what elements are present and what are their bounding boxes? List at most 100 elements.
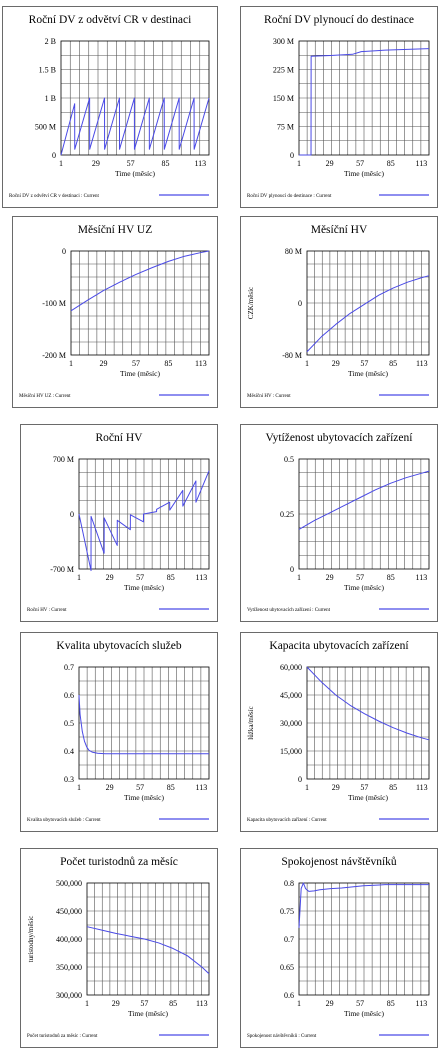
y-tick-label: 400,000 xyxy=(56,935,82,944)
chart-panel-4: Měsíční HV CZK/měsíc -80 M 0 80 M 1 29 57 85 113 T… xyxy=(240,216,438,408)
x-tick-label: 113 xyxy=(416,783,428,792)
y-tick-label: 0 xyxy=(62,247,66,256)
x-tick-label: 1 xyxy=(297,573,301,582)
x-tick-label: 113 xyxy=(195,359,207,368)
series-line xyxy=(86,926,210,975)
x-tick-label: 85 xyxy=(389,359,397,368)
chart-title: Roční DV z odvětví CR v destinaci xyxy=(29,14,192,26)
y-tick-label: 700 M xyxy=(53,455,74,464)
x-tick-label: 57 xyxy=(136,573,144,582)
chart-svg: Počet turistodnů za měsíc turistodny/měsí… xyxy=(27,855,210,1039)
series-line xyxy=(306,275,430,353)
y-tick-label: -200 M xyxy=(42,351,66,360)
legend-label: Kvalita ubytovacích služeb : Current xyxy=(27,818,101,823)
y-tick-label: 450,000 xyxy=(56,907,82,916)
x-tick-label: 57 xyxy=(356,573,364,582)
x-axis-label: Time (měsíc) xyxy=(344,583,384,592)
y-tick-label: 0.8 xyxy=(284,879,294,888)
y-tick-label: 0.6 xyxy=(284,991,294,1000)
chart-title: Kvalita ubytovacích služeb xyxy=(56,640,181,652)
chart-svg: Roční DV plynoucí do destinace 0 75 M 150 M… xyxy=(247,14,430,199)
x-tick-label: 29 xyxy=(332,359,340,368)
series-line xyxy=(78,694,209,755)
y-tick-label: 0.65 xyxy=(280,963,294,972)
x-tick-label: 113 xyxy=(416,159,428,168)
y-axis-label: turistodny/měsíc xyxy=(27,916,35,963)
legend-label: Roční DV plynoucí do destinace : Current xyxy=(247,194,332,199)
x-tick-label: 85 xyxy=(387,999,395,1008)
y-axis-label: lůžka/měsíc xyxy=(247,706,255,739)
plot-frame xyxy=(306,250,430,356)
x-tick-label: 85 xyxy=(161,159,169,168)
x-axis-label: Time (měsíc) xyxy=(344,1009,384,1018)
chart-panel-9: Počet turistodnů za měsíc turistodny/měsí… xyxy=(20,848,218,1048)
x-axis-label: Time (měsíc) xyxy=(124,793,164,802)
plot-frame xyxy=(298,882,430,996)
series-line xyxy=(70,250,210,312)
x-tick-label: 1 xyxy=(77,783,81,792)
y-tick-label: 0.5 xyxy=(64,719,74,728)
y-tick-label: -80 M xyxy=(282,351,302,360)
legend-label: Vytíženost ubytovacích zařízení : Curren… xyxy=(247,608,331,613)
x-tick-label: 1 xyxy=(305,359,309,368)
chart-title: Spokojenost návštěvníků xyxy=(281,855,397,868)
x-tick-label: 113 xyxy=(196,999,208,1008)
chart-title: Počet turistodnů za měsíc xyxy=(60,855,178,868)
x-tick-label: 29 xyxy=(326,573,334,582)
x-tick-label: 29 xyxy=(112,999,120,1008)
y-tick-label: 300 M xyxy=(273,37,294,46)
y-tick-label: 0 xyxy=(298,775,302,784)
series-line xyxy=(60,97,210,156)
chart-panel-5: Roční HV -700 M 0 700 M 1 29 57 85 113 Time (měsí… xyxy=(20,424,218,622)
x-tick-label: 85 xyxy=(167,783,175,792)
chart-svg: Měsíční HV UZ -200 M -100 M 0 1 29 57 85 113 Time… xyxy=(19,224,210,399)
series-line xyxy=(299,48,430,156)
y-tick-label: 60,000 xyxy=(280,663,302,672)
x-tick-label: 85 xyxy=(387,573,395,582)
y-tick-label: 0.4 xyxy=(64,747,74,756)
chart-title: Roční HV xyxy=(96,432,144,444)
x-tick-label: 85 xyxy=(169,999,177,1008)
plot-frame xyxy=(70,250,210,356)
plot-frame xyxy=(298,40,430,156)
chart-panel-2: Roční DV plynoucí do destinace 0 75 M 150 M… xyxy=(240,6,438,208)
plot-frame xyxy=(78,666,210,780)
x-tick-label: 29 xyxy=(92,159,100,168)
chart-svg: Kvalita ubytovacích služeb 0.3 0.4 0.5 0.6 0.… xyxy=(27,640,210,823)
y-tick-label: 15,000 xyxy=(280,747,302,756)
x-tick-label: 85 xyxy=(167,573,175,582)
x-tick-label: 57 xyxy=(127,159,135,168)
legend-label: Kapacita ubytovacích zařízení : Current xyxy=(247,818,327,823)
x-tick-label: 113 xyxy=(416,573,428,582)
x-tick-label: 29 xyxy=(106,783,114,792)
y-tick-label: 0 xyxy=(298,299,302,308)
x-axis-label: Time (měsíc) xyxy=(124,583,164,592)
x-tick-label: 85 xyxy=(389,783,397,792)
y-tick-label: 150 M xyxy=(273,94,294,103)
x-axis-label: Time (měsíc) xyxy=(348,793,388,802)
x-tick-label: 57 xyxy=(360,783,368,792)
chart-title: Měsíční HV xyxy=(311,224,368,236)
x-axis-label: Time (měsíc) xyxy=(115,169,155,178)
y-tick-label: 500 M xyxy=(35,123,56,132)
x-tick-label: 29 xyxy=(332,783,340,792)
x-tick-label: 113 xyxy=(416,359,428,368)
y-tick-label: 1 B xyxy=(45,94,56,103)
legend-label: Roční DV z odvětví CR v destinaci : Curr… xyxy=(9,194,100,199)
x-tick-label: 1 xyxy=(77,573,81,582)
x-axis-label: Time (měsíc) xyxy=(120,369,160,378)
y-tick-label: 225 M xyxy=(273,66,294,75)
chart-panel-10: Spokojenost návštěvníků 0.6 0.65 0.7 0.75 0.8… xyxy=(240,848,438,1048)
chart-panel-3: Měsíční HV UZ -200 M -100 M 0 1 29 57 85 113 Time… xyxy=(12,216,218,408)
y-tick-label: 0 xyxy=(70,510,74,519)
x-tick-label: 29 xyxy=(106,573,114,582)
legend-label: Roční HV : Current xyxy=(27,608,67,613)
chart-svg: Vytíženost ubytovacích zařízení 0 0.25 0.5 1… xyxy=(247,432,430,613)
y-tick-label: 0.25 xyxy=(280,510,294,519)
chart-svg: Kapacita ubytovacích zařízení lůžka/měsíc… xyxy=(247,640,430,823)
x-tick-label: 113 xyxy=(416,999,428,1008)
chart-title: Kapacita ubytovacích zařízení xyxy=(269,640,409,652)
y-tick-label: 75 M xyxy=(277,123,294,132)
chart-title: Roční DV plynoucí do destinace xyxy=(264,14,414,26)
legend-label: Spokojenost návštěvníků : Current xyxy=(247,1033,317,1039)
